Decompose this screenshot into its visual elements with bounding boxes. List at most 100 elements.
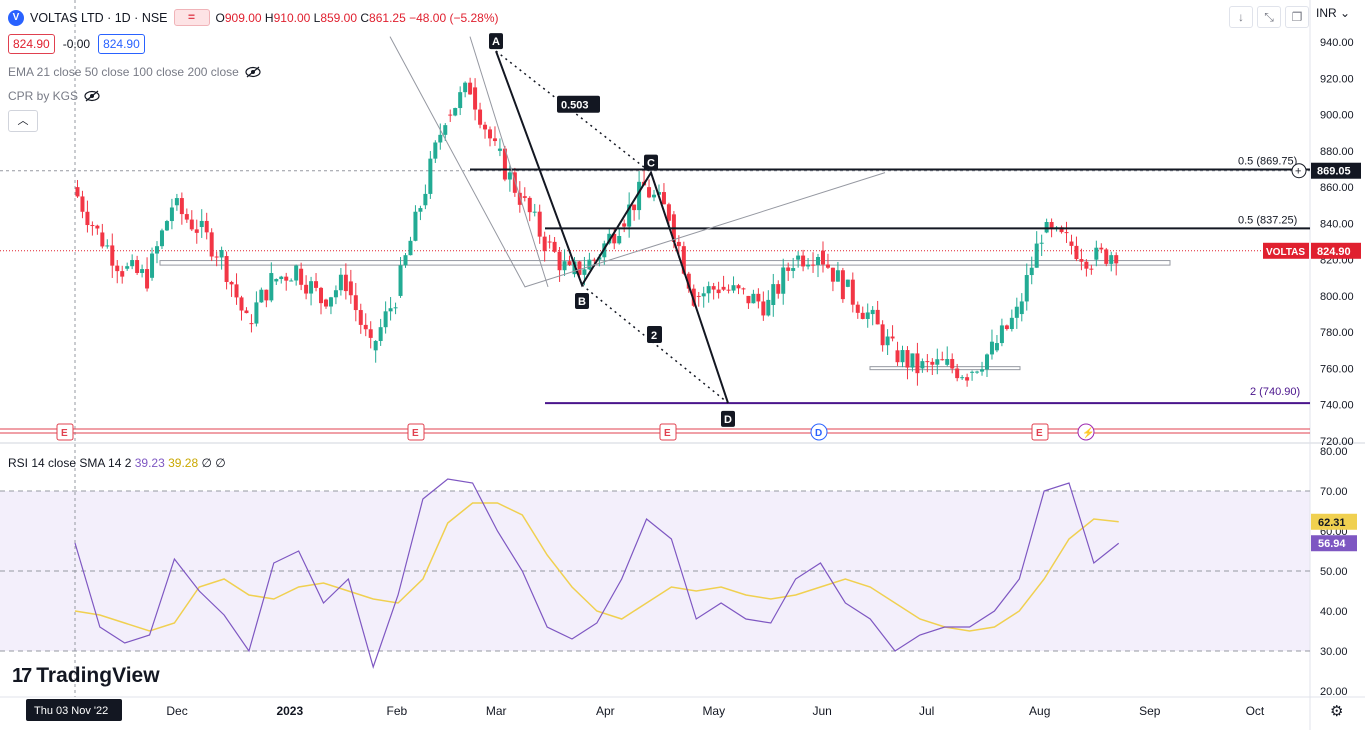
candle-body	[289, 280, 294, 282]
rsi-empty-value: ∅	[201, 456, 212, 470]
candle-body	[368, 329, 373, 338]
candle-body	[319, 287, 324, 304]
buy-price-button[interactable]: 824.90	[98, 34, 145, 54]
candle-body	[468, 82, 473, 95]
candle-body	[875, 309, 880, 325]
collapse-legend-button[interactable]: ︿	[8, 110, 38, 132]
cpr-indicator-legend[interactable]: CPR by KGS	[8, 89, 100, 103]
currency-select[interactable]: INR ⌄	[1316, 6, 1351, 20]
event-marker-label: E	[412, 428, 419, 439]
tradingview-logo-icon: 17	[12, 664, 32, 687]
ema-indicator-legend[interactable]: EMA 21 close 50 close 100 close 200 clos…	[8, 65, 261, 79]
candle-body	[751, 293, 756, 304]
candle-body	[378, 327, 383, 341]
restore-button[interactable]: ❐	[1285, 6, 1309, 28]
candle-body	[189, 219, 194, 230]
candle-body	[314, 281, 319, 288]
candle-body	[781, 267, 786, 294]
candle-body	[741, 288, 746, 290]
candle-body	[811, 264, 816, 266]
pattern-point-label: B	[578, 296, 586, 308]
candle-body	[661, 192, 666, 205]
chevron-down-icon: ⌄	[1340, 6, 1351, 20]
rsi-value: 39.23	[134, 456, 165, 470]
ratio-tag	[647, 326, 662, 344]
candle-body	[542, 236, 547, 252]
add-alert-icon	[1291, 163, 1307, 179]
candle-body	[855, 304, 860, 313]
pattern-point-tag	[644, 154, 658, 171]
candle-body	[433, 142, 438, 159]
symbol-title[interactable]: VOLTAS LTD · 1D · NSE	[30, 10, 168, 25]
crosshair-date-tag	[26, 699, 122, 721]
candle-body	[294, 265, 299, 281]
rsi-tick-label: 40.00	[1320, 606, 1348, 618]
candle-body	[940, 359, 945, 361]
candle-body	[75, 187, 80, 197]
sell-price-button[interactable]: 824.90	[8, 34, 55, 54]
candle-body	[179, 198, 184, 215]
candle-body	[1069, 241, 1074, 246]
candle-body	[1044, 222, 1049, 233]
price-tick-label: 740.00	[1320, 400, 1354, 412]
candle-body	[676, 241, 681, 247]
arrow-down-button[interactable]: ↓	[1229, 6, 1253, 28]
ohlc-values: O909.00 H910.00 L859.00 C861.25 −48.00 (…	[215, 10, 499, 25]
candle-body	[930, 361, 935, 365]
rsi-value-tag	[1311, 535, 1357, 552]
eye-hidden-icon[interactable]	[245, 66, 261, 78]
candle-body	[686, 273, 691, 289]
ratio-label: 0.503	[561, 100, 589, 112]
candle-body	[577, 261, 582, 275]
candle-body	[572, 261, 577, 275]
candle-body	[492, 138, 497, 142]
candle-body	[115, 265, 120, 272]
candle-body	[532, 211, 537, 213]
rsi-sma-tag-label: 62.31	[1318, 517, 1346, 529]
voltas-logo-icon: V	[8, 9, 24, 26]
candle-body	[562, 261, 567, 271]
expand-icon: ⤡	[1264, 10, 1274, 24]
candle-body	[865, 312, 870, 319]
candle-body	[140, 269, 145, 273]
candle-body	[960, 377, 965, 379]
candle-body	[552, 241, 557, 252]
candle-body	[145, 269, 150, 289]
candle-body	[184, 214, 189, 220]
candle-body	[1079, 259, 1084, 262]
candle-body	[120, 271, 125, 277]
time-tick-label: Aug	[1029, 704, 1050, 718]
candle-body	[214, 256, 219, 258]
settings-gear-icon[interactable]: ⚙	[1330, 703, 1344, 720]
eye-hidden-icon[interactable]	[84, 90, 100, 102]
candle-body	[408, 240, 413, 256]
compare-button[interactable]: =	[173, 9, 210, 26]
rsi-tick-label: 80.00	[1320, 446, 1348, 458]
expand-button[interactable]: ⤡	[1257, 6, 1281, 28]
price-tick-label: 900.00	[1320, 110, 1354, 122]
candle-body	[458, 92, 463, 109]
rsi-legend[interactable]: RSI 14 close SMA 14 2 39.23 39.28 ∅ ∅	[8, 456, 226, 470]
candle-body	[816, 256, 821, 266]
last-price-value: 824.90	[1317, 246, 1351, 258]
candle-body	[915, 353, 920, 374]
tradingview-brand[interactable]: 17 TradingView	[12, 664, 160, 688]
pattern-point-tag	[575, 293, 589, 310]
rsi-band	[0, 491, 1310, 651]
price-tick-label: 940.00	[1320, 37, 1354, 49]
candle-body	[269, 273, 274, 301]
pattern-legs	[495, 50, 729, 404]
event-marker-label: E	[664, 428, 671, 439]
candle-body	[731, 285, 736, 291]
candle-body	[487, 129, 492, 139]
candle-body	[612, 233, 617, 244]
candle-body	[582, 269, 587, 275]
candle-body	[169, 207, 174, 222]
candle-body	[234, 284, 239, 298]
candle-body	[204, 220, 209, 233]
candle-body	[567, 261, 572, 265]
candle-body	[711, 286, 716, 290]
candle-body	[984, 354, 989, 370]
candle-body	[338, 274, 343, 291]
